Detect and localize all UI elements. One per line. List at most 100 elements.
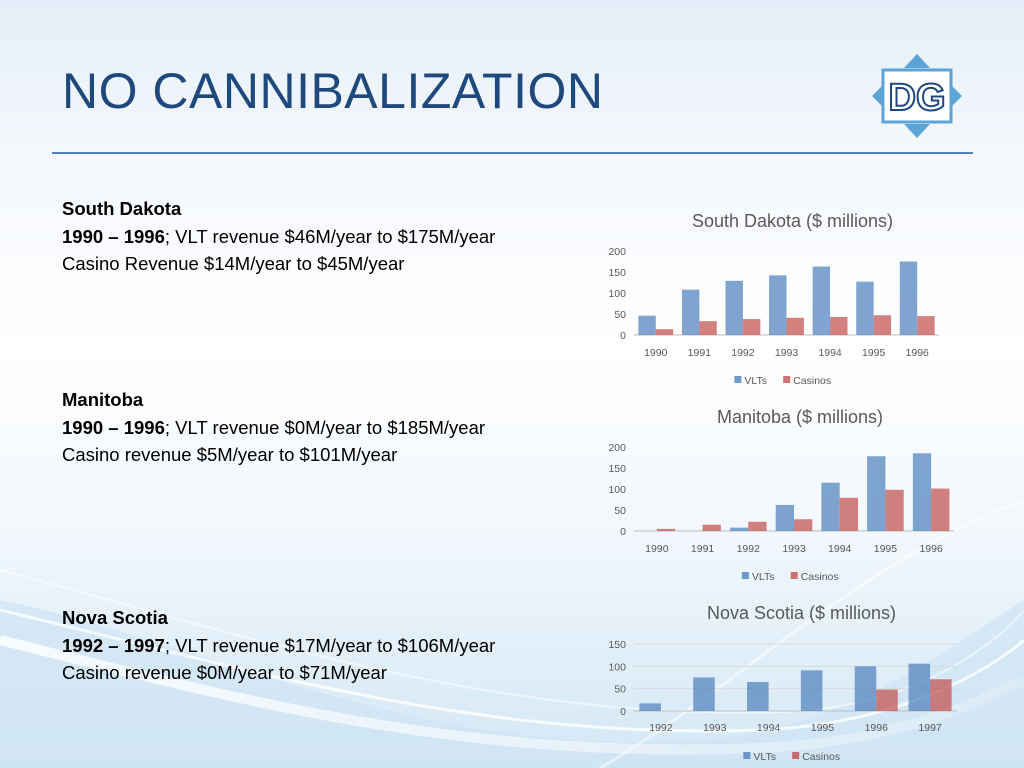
bar-vlts — [821, 482, 840, 531]
logo-diamond-right — [952, 86, 962, 106]
y-tick-label: 200 — [608, 246, 626, 258]
y-tick-label: 0 — [620, 330, 626, 342]
slide-title: NO CANNIBALIZATION — [62, 63, 604, 119]
section-vlt-text: ; VLT revenue $46M/year to $175M/year — [164, 225, 496, 247]
bar-vlts — [769, 275, 787, 335]
legend-swatch-casinos — [792, 752, 800, 759]
y-tick-label: 50 — [614, 684, 626, 696]
bar-vlts — [639, 703, 661, 711]
bar-vlts — [867, 456, 886, 531]
x-tick-label: 1991 — [691, 543, 715, 555]
logo-box — [881, 68, 953, 124]
x-tick-label: 1993 — [703, 722, 727, 734]
legend-label: VLTs — [753, 751, 776, 763]
section-region: Manitoba — [62, 389, 144, 410]
chart-title: Nova Scotia ($ millions) — [707, 603, 896, 623]
bar-casinos — [885, 489, 904, 531]
section-period: 1992 – 1997 — [62, 634, 165, 656]
section-line1: 1990 – 1996; VLT revenue $0M/year to $18… — [62, 414, 485, 442]
y-tick-label: 50 — [614, 505, 626, 517]
chart-nova-scotia: Nova Scotia ($ millions) 0 50 100 150 1992 199… — [608, 603, 957, 763]
section-south-dakota: South Dakota 1990 – 1996; VLT revenue $4… — [62, 195, 495, 278]
logo-diamond-left — [872, 86, 882, 106]
bar-vlts — [812, 266, 831, 335]
x-tick-label: 1990 — [644, 347, 668, 359]
y-tick-label: 0 — [620, 706, 626, 718]
bar-casinos — [839, 497, 858, 531]
y-tick-label: 100 — [608, 661, 626, 673]
section-region: Nova Scotia — [62, 607, 168, 628]
legend-swatch-vlts — [734, 376, 742, 383]
bar-vlts — [681, 289, 700, 335]
bar-vlts — [856, 281, 874, 335]
y-tick-label: 200 — [608, 442, 626, 454]
legend-label: VLTs — [752, 571, 775, 583]
section-line1: 1990 – 1996; VLT revenue $46M/year to $1… — [62, 223, 495, 251]
chart-south-dakota: South Dakota ($ millions) 0 50 100 150 200 199… — [608, 211, 939, 387]
legend-swatch-vlts — [743, 752, 751, 759]
bar-casinos — [931, 488, 950, 531]
bar-casinos — [930, 679, 952, 711]
x-tick-label: 1990 — [645, 543, 669, 555]
bar-casinos — [917, 316, 935, 335]
bar-casinos — [876, 689, 898, 711]
chart-manitoba: Manitoba ($ millions) 0 50 100 150 200 1990 199… — [608, 407, 954, 583]
x-tick-label: 1995 — [811, 722, 835, 734]
legend-swatch-casinos — [783, 376, 791, 383]
x-tick-label: 1992 — [649, 722, 673, 734]
section-casino-text: Casino revenue $0M/year to $71M/year — [62, 662, 387, 683]
section-casino-text: Casino revenue $5M/year to $101M/year — [62, 444, 398, 465]
section-period: 1990 – 1996 — [62, 416, 165, 438]
x-tick-label: 1994 — [818, 347, 842, 359]
x-tick-label: 1991 — [688, 347, 712, 359]
bar-vlts — [912, 453, 932, 531]
x-tick-label: 1994 — [757, 722, 781, 734]
y-tick-label: 150 — [608, 267, 626, 279]
y-tick-label: 50 — [614, 309, 626, 321]
bar-vlts — [775, 504, 794, 531]
bar-casinos — [794, 519, 813, 531]
bar-vlts — [747, 681, 769, 711]
bar-vlts — [899, 261, 918, 335]
x-tick-label: 1992 — [737, 543, 761, 555]
bar-casinos — [742, 319, 761, 335]
x-tick-label: 1997 — [918, 722, 942, 734]
bar-casinos — [873, 315, 892, 335]
y-tick-label: 150 — [608, 463, 626, 475]
y-tick-label: 100 — [608, 288, 626, 300]
bar-casinos — [748, 521, 767, 531]
bar-vlts — [800, 670, 823, 711]
x-tick-label: 1996 — [919, 543, 943, 555]
x-tick-label: 1995 — [862, 347, 886, 359]
section-manitoba: Manitoba 1990 – 1996; VLT revenue $0M/ye… — [62, 386, 485, 469]
legend-swatch-casinos — [790, 572, 798, 579]
legend-label: Casinos — [801, 571, 839, 583]
x-tick-label: 1993 — [782, 543, 806, 555]
y-tick-label: 100 — [608, 484, 626, 496]
section-line1: 1992 – 1997; VLT revenue $17M/year to $1… — [62, 632, 495, 660]
legend-swatch-vlts — [741, 572, 749, 579]
section-period: 1990 – 1996 — [62, 225, 165, 247]
bar-vlts — [730, 527, 749, 531]
x-tick-label: 1993 — [775, 347, 799, 359]
section-casino-text: Casino Revenue $14M/year to $45M/year — [62, 253, 405, 274]
bar-casinos — [702, 524, 721, 531]
logo-diamond-bottom — [904, 124, 930, 138]
legend-label: VLTs — [744, 375, 767, 387]
dg-logo: DG — [872, 54, 962, 138]
y-tick-label: 0 — [620, 526, 626, 538]
bar-vlts — [638, 315, 656, 335]
chart-title: South Dakota ($ millions) — [692, 211, 893, 231]
bar-vlts — [693, 677, 715, 711]
x-tick-label: 1992 — [731, 347, 755, 359]
bar-casinos — [786, 317, 804, 335]
section-nova-scotia: Nova Scotia 1992 – 1997; VLT revenue $17… — [62, 604, 495, 687]
chart-title: Manitoba ($ millions) — [717, 407, 883, 427]
bar-casinos — [655, 329, 674, 335]
section-vlt-text: ; VLT revenue $0M/year to $185M/year — [164, 416, 486, 438]
logo-text: DG — [889, 77, 946, 119]
y-tick-label: 150 — [608, 639, 626, 651]
x-tick-label: 1996 — [906, 347, 930, 359]
x-tick-label: 1996 — [865, 722, 889, 734]
bar-vlts — [725, 280, 743, 335]
